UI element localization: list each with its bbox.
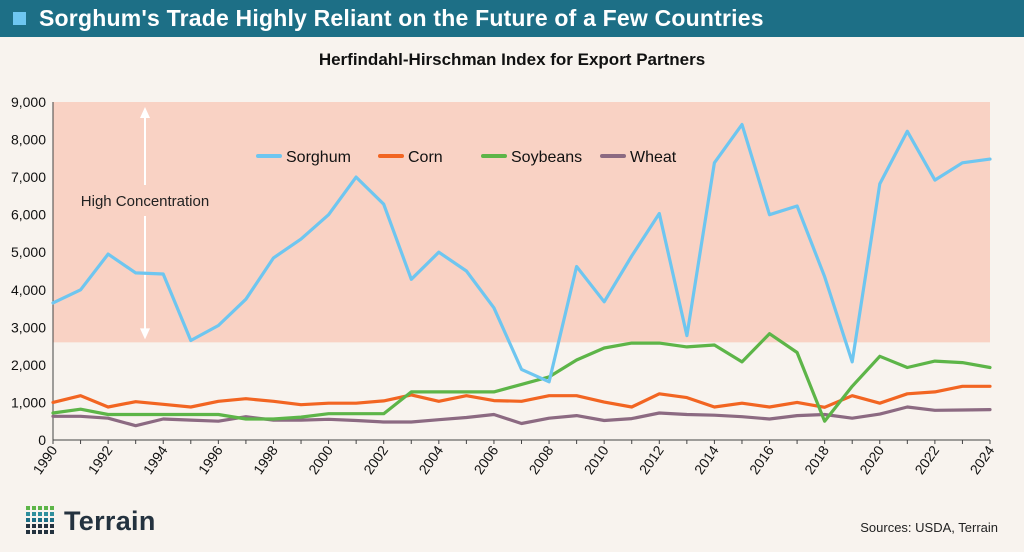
logo-dot (50, 524, 54, 528)
title-banner: Sorghum's Trade Highly Reliant on the Fu… (0, 0, 1024, 37)
arrow-up-icon (140, 107, 150, 118)
logo-dot (44, 524, 48, 528)
logo-dot (38, 518, 42, 522)
logo-dot (44, 512, 48, 516)
arrow-down-icon (140, 328, 150, 340)
logo-dot (50, 512, 54, 516)
logo-dot (44, 530, 48, 534)
x-tick-label: 2002 (360, 442, 391, 477)
legend-label-wheat: Wheat (630, 149, 677, 166)
y-tick-label: 9,000 (11, 94, 46, 110)
y-tick-label: 7,000 (11, 169, 46, 185)
x-tick-label: 2000 (305, 442, 336, 477)
logo-dot (26, 530, 30, 534)
band-label: High Concentration (81, 193, 209, 210)
logo-dot (32, 530, 36, 534)
series-line-wheat (51, 405, 992, 428)
logo-dot (44, 518, 48, 522)
x-tick-label: 2024 (966, 442, 997, 477)
high-concentration-band (53, 102, 990, 343)
logo-dot (38, 512, 42, 516)
brand-name: Terrain (64, 505, 156, 536)
series-line-sorghum (51, 122, 992, 384)
x-tick-label: 2016 (746, 442, 777, 477)
x-tick-label: 2014 (691, 442, 722, 477)
logo-dot (26, 518, 30, 522)
x-tick-label: 2020 (856, 442, 887, 477)
x-tick-label: 2008 (526, 442, 557, 477)
chart-title: Herfindahl-Hirschman Index for Export Pa… (318, 50, 706, 69)
logo-dot (38, 524, 42, 528)
x-tick-label: 2010 (581, 442, 612, 477)
y-tick-label: 8,000 (11, 132, 46, 148)
logo-dot (44, 506, 48, 510)
y-tick-label: 4,000 (11, 282, 46, 298)
x-tick-label: 2006 (470, 442, 501, 477)
logo-dots-icon (26, 506, 54, 534)
x-tick-label: 1992 (85, 442, 116, 477)
page-title: Sorghum's Trade Highly Reliant on the Fu… (39, 5, 764, 31)
logo-dot (32, 506, 36, 510)
legend-label-sorghum: Sorghum (286, 149, 351, 166)
x-tick-label: 2012 (636, 442, 667, 477)
logo-dot (32, 518, 36, 522)
series-line-soybeans (51, 332, 992, 423)
series-line-corn (51, 384, 992, 409)
terrain-logo: Terrain (26, 505, 156, 537)
logo-dot (50, 518, 54, 522)
logo-dot (32, 512, 36, 516)
logo-dot (26, 506, 30, 510)
x-tick-label: 1998 (250, 442, 281, 477)
x-tick-label: 2022 (911, 442, 942, 477)
logo-dot (26, 512, 30, 516)
y-tick-label: 3,000 (11, 319, 46, 335)
x-tick-label: 2018 (801, 442, 832, 477)
source-note: Sources: USDA, Terrain (860, 520, 998, 535)
logo-dot (38, 530, 42, 534)
square-icon (13, 12, 26, 25)
legend-label-soybeans: Soybeans (511, 149, 582, 166)
x-tick-label: 1994 (140, 442, 171, 477)
logo-dot (32, 524, 36, 528)
y-tick-label: 1,000 (11, 394, 46, 410)
y-tick-label: 6,000 (11, 207, 46, 223)
legend-label-corn: Corn (408, 149, 443, 166)
x-tick-label: 1996 (195, 442, 226, 477)
y-tick-label: 5,000 (11, 244, 46, 260)
logo-dot (50, 506, 54, 510)
y-tick-label: 0 (38, 432, 46, 448)
x-tick-label: 2004 (415, 442, 446, 477)
logo-dot (50, 530, 54, 534)
y-tick-label: 2,000 (11, 357, 46, 373)
logo-dot (38, 506, 42, 510)
x-tick-label: 1990 (29, 442, 60, 477)
logo-dot (26, 524, 30, 528)
